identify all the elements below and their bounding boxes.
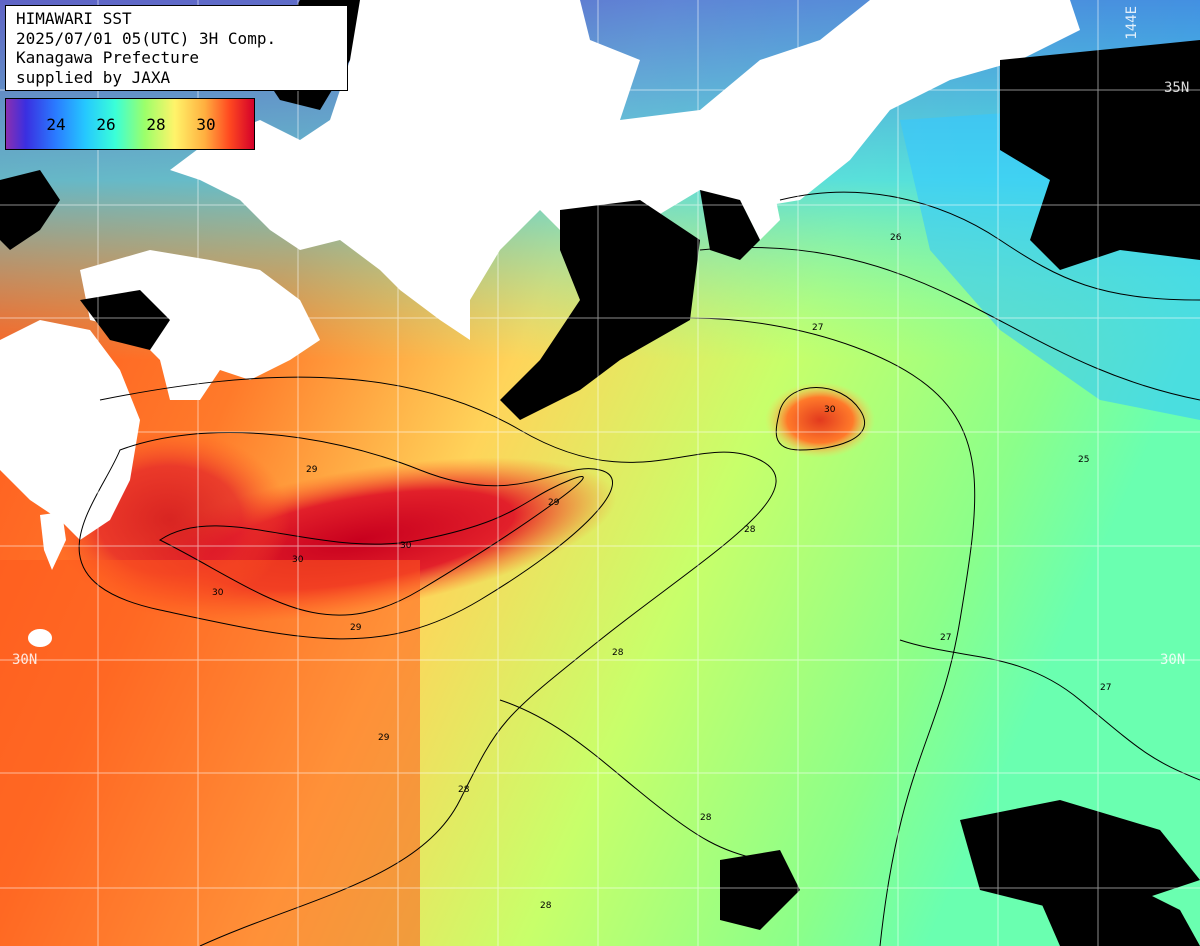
contour-label: 28 [612, 648, 624, 658]
lat-label-30n-right: 30N [1160, 652, 1186, 668]
lat-label-35n: 35N [1164, 80, 1190, 96]
scale-label-26: 26 [96, 115, 116, 134]
contour-29 [78, 432, 613, 640]
warm-southwest [0, 560, 420, 946]
warm-eddy [765, 382, 875, 458]
contour-27 [599, 317, 976, 946]
lon-label-144e: 144E [1124, 6, 1140, 40]
contour-label: 29 [306, 465, 318, 475]
contour-label: 28 [540, 901, 552, 911]
contour-label: 30 [292, 555, 304, 565]
cloud-south-mid [720, 850, 800, 930]
contour-label: 26 [890, 233, 902, 243]
title-line-1: HIMAWARI SST [16, 9, 132, 28]
contour-label: 28 [700, 813, 712, 823]
contour-lines [78, 191, 1200, 946]
contour-label: 30 [400, 541, 412, 551]
contour-label: 27 [940, 633, 951, 643]
tanegashima [40, 512, 66, 570]
contour-28-south [499, 699, 761, 861]
contour-label: 28 [744, 525, 756, 535]
cloud-izu [700, 190, 760, 260]
color-scale: 24 26 28 30 [5, 98, 255, 150]
contour-label: 30 [824, 405, 836, 415]
cloud-south-east [960, 800, 1200, 910]
contour-eddy [775, 387, 866, 451]
contour-value-labels: 30 30 30 29 29 29 28 28 28 27 27 26 25 2… [212, 233, 1111, 911]
scale-label-30: 30 [196, 115, 216, 134]
kyushu-land [0, 320, 140, 540]
cloud-west-2 [80, 290, 170, 350]
cloud-north-east [1000, 40, 1200, 270]
contour-label: 27 [812, 323, 823, 333]
contour-26 [699, 246, 1200, 401]
contour-label: 30 [212, 588, 224, 598]
contour-label: 29 [350, 623, 362, 633]
scale-label-28: 28 [146, 115, 166, 134]
contour-label: 27 [1100, 683, 1111, 693]
contour-label: 28 [458, 785, 470, 795]
cloud-south-right [1040, 880, 1200, 946]
title-line-4: supplied by JAXA [16, 67, 171, 87]
shikoku-land [80, 250, 320, 400]
cloud-west-1 [0, 170, 60, 250]
contour-27-east [899, 639, 1200, 781]
contour-label: 29 [548, 498, 560, 508]
title-box: HIMAWARI SST 2025/07/01 05(UTC) 3H Comp.… [5, 5, 348, 91]
cloud-kii [500, 200, 700, 420]
scale-label-24: 24 [46, 115, 66, 134]
lat-label-30n-left: 30N [12, 652, 38, 668]
title-line-3: Kanagawa Prefecture [16, 48, 200, 67]
contour-28 [99, 376, 777, 946]
contour-25 [779, 191, 1200, 301]
contour-30-core [159, 476, 584, 616]
contour-label: 25 [1078, 455, 1089, 465]
yakushima [28, 629, 52, 647]
title-line-2: 2025/07/01 05(UTC) 3H Comp. [16, 28, 277, 48]
contour-label: 29 [378, 733, 390, 743]
